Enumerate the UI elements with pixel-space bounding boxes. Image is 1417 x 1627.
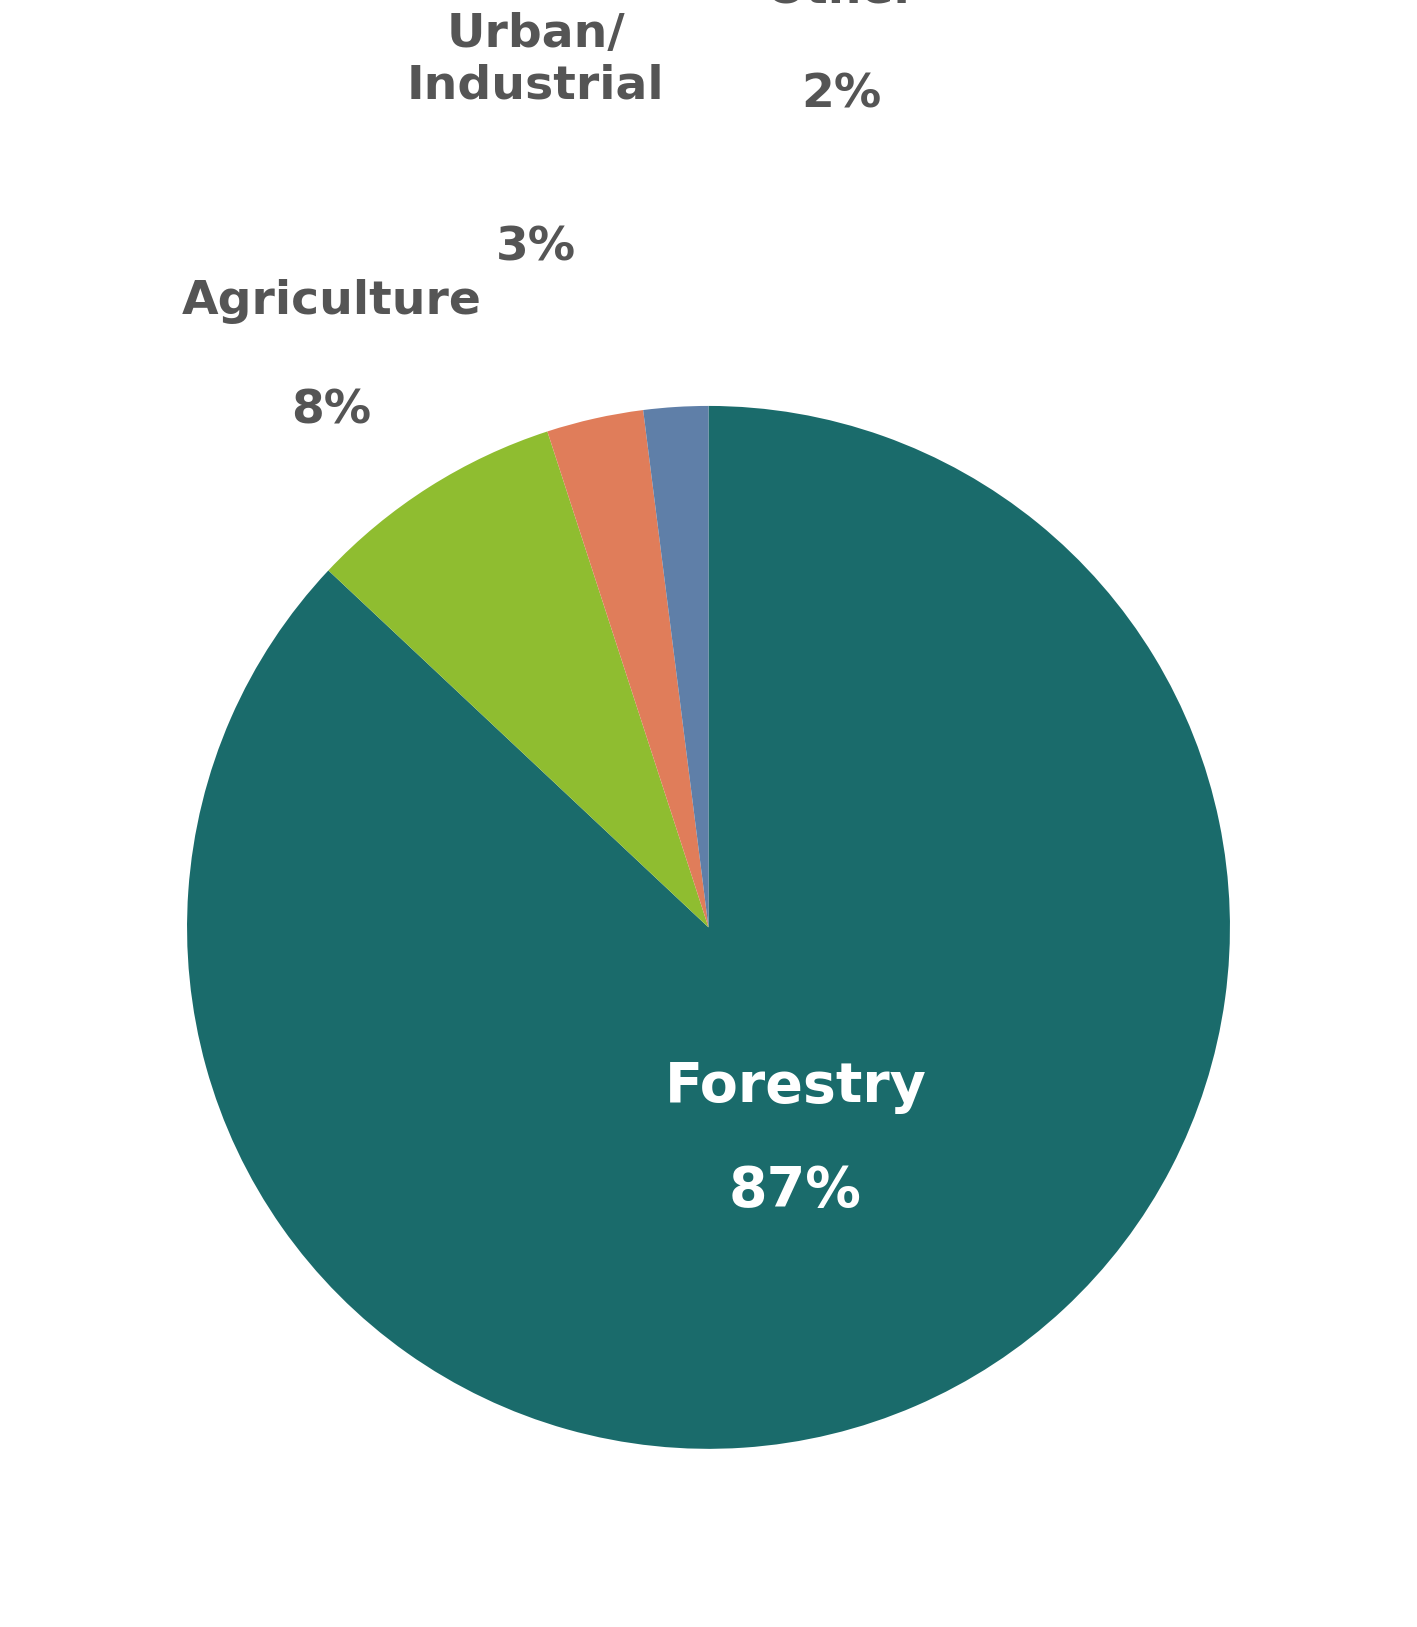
- Text: Other: Other: [765, 0, 917, 13]
- Wedge shape: [329, 431, 708, 927]
- Text: 3%: 3%: [496, 225, 575, 270]
- Text: 2%: 2%: [801, 72, 881, 117]
- Text: Urban/
Industrial: Urban/ Industrial: [407, 11, 665, 109]
- Wedge shape: [187, 405, 1230, 1450]
- Text: 87%: 87%: [728, 1163, 862, 1219]
- Text: 8%: 8%: [292, 389, 371, 434]
- Wedge shape: [547, 410, 708, 927]
- Text: Agriculture: Agriculture: [181, 280, 482, 324]
- Text: Forestry: Forestry: [665, 1059, 927, 1113]
- Wedge shape: [643, 405, 708, 927]
